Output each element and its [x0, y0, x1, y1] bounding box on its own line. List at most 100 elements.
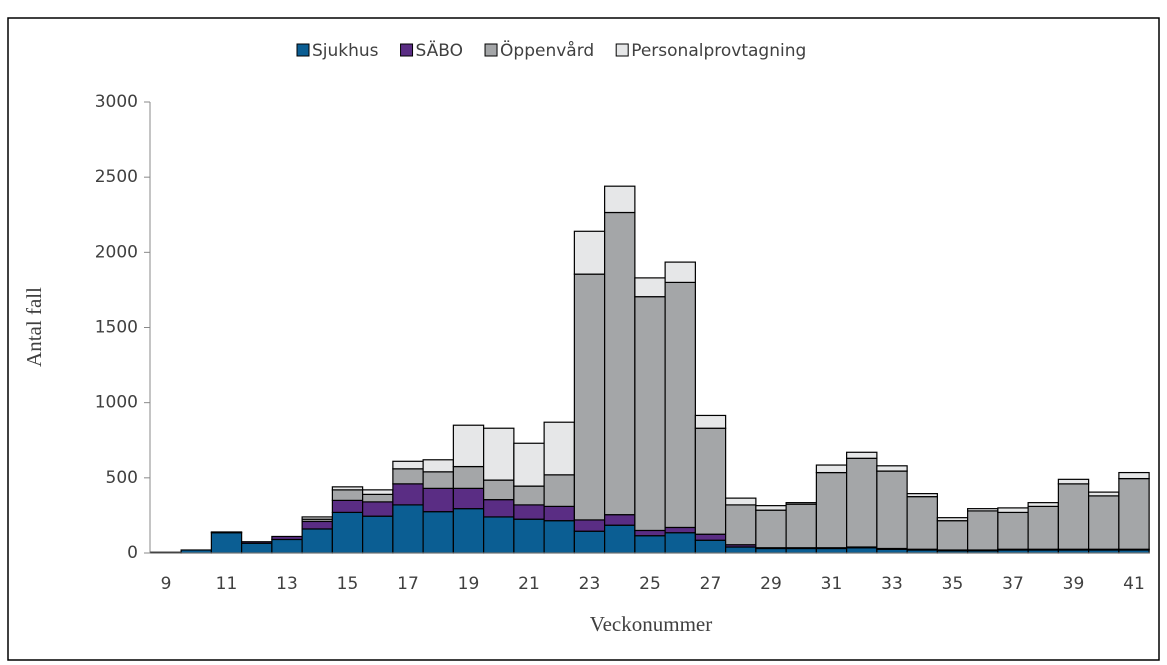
bar-segment: [241, 541, 273, 544]
bar-segment: [483, 499, 515, 518]
bar-segment: [664, 526, 696, 534]
bar-segment: [725, 497, 757, 506]
x-tick-label: 37: [1002, 574, 1024, 594]
legend-swatch: [400, 43, 414, 57]
bar-segment: [815, 464, 848, 474]
bar-segment: [392, 460, 424, 470]
bar-segment: [1057, 478, 1090, 485]
bar-segment: [483, 427, 515, 481]
bar-segment: [876, 470, 908, 550]
y-tick-label: 2000: [95, 242, 138, 262]
legend-label: Personalprovtagning: [631, 41, 806, 61]
bar-segment: [241, 542, 273, 554]
x-tick-label: 15: [337, 574, 359, 594]
bar-segment: [755, 509, 787, 549]
legend-swatch: [615, 43, 629, 57]
bar-segment: [664, 532, 696, 554]
y-tick-label: 0: [127, 543, 138, 563]
bar-segment: [967, 508, 999, 512]
legend-swatch: [484, 43, 498, 57]
bar-segment: [725, 504, 757, 546]
bar-segment: [452, 424, 485, 468]
bar-segment: [392, 504, 424, 554]
bar-segment: [846, 547, 878, 554]
bar-segment: [604, 524, 636, 554]
bar-segment: [634, 529, 666, 537]
bar-segment: [664, 261, 696, 284]
bar-segment: [513, 485, 545, 506]
x-tick-label: 29: [760, 574, 782, 594]
bar-segment: [785, 502, 817, 505]
legend-label: Öppenvård: [500, 39, 594, 61]
bar-segment: [1057, 483, 1090, 550]
bar-segment: [301, 528, 333, 554]
bar-segment: [301, 516, 333, 520]
bar-segment: [543, 474, 575, 507]
bar-segment: [210, 531, 243, 534]
bar-segment: [422, 459, 454, 473]
legend-label: SÄBO: [416, 40, 463, 61]
x-tick-label: 11: [216, 574, 238, 594]
bar-segment: [543, 505, 575, 522]
bar-segment: [543, 520, 575, 554]
x-tick-label: 27: [700, 574, 722, 594]
bar-segment: [1118, 471, 1150, 480]
bar-segment: [362, 489, 394, 495]
bar-segment: [271, 535, 303, 541]
x-tick-label: 39: [1063, 574, 1085, 594]
bar-segment: [573, 230, 606, 275]
x-tick-label: 13: [276, 574, 298, 594]
x-tick-label: 25: [639, 574, 661, 594]
x-tick-label: 19: [458, 574, 480, 594]
bar-segment: [331, 499, 364, 514]
bar-segment: [452, 487, 485, 510]
y-axis-label: Antal fall: [22, 287, 46, 367]
x-tick-label: 17: [397, 574, 419, 594]
bar-segment: [210, 532, 243, 554]
x-tick-label: 21: [518, 574, 540, 594]
bar-segment: [452, 508, 485, 554]
bar-segment: [694, 539, 727, 554]
y-tick-label: 2500: [95, 167, 138, 187]
x-tick-label: 41: [1123, 574, 1145, 594]
bar-segment: [331, 489, 364, 501]
bar-segment: [422, 471, 454, 489]
bar-segment: [1027, 502, 1059, 507]
bar-segment: [906, 496, 938, 550]
legend-label: Sjukhus: [312, 41, 379, 61]
y-tick-label: 1000: [95, 393, 138, 413]
y-tick-label: 1500: [95, 318, 138, 338]
bar-segment: [362, 515, 394, 554]
bar-segment: [604, 211, 636, 516]
bar-segment: [997, 507, 1029, 514]
y-tick-label: 3000: [95, 92, 138, 112]
bar-segment: [634, 535, 666, 554]
bar-segment: [906, 493, 938, 498]
bar-segment: [422, 511, 454, 554]
bar-segment: [936, 517, 969, 522]
bar-segment: [543, 421, 575, 476]
bar-segment: [634, 277, 666, 298]
x-axis-label: Veckonummer: [590, 612, 712, 636]
bar-segment: [846, 451, 878, 459]
bar-segment: [513, 504, 545, 520]
bar-segment: [452, 465, 485, 489]
bar-segment: [846, 457, 878, 548]
bar-segment: [815, 471, 848, 549]
bar-segment: [483, 479, 515, 501]
bar-segment: [513, 518, 545, 554]
bar-segment: [694, 414, 727, 429]
bar-segment: [694, 427, 727, 535]
bar-segment: [815, 547, 848, 554]
y-tick-label: 500: [106, 468, 138, 488]
bar-segment: [573, 530, 606, 554]
bar-segment: [604, 185, 636, 214]
x-tick-label: 35: [942, 574, 964, 594]
bar-segment: [785, 547, 817, 554]
bar-segment: [997, 511, 1029, 550]
chart-frame: [7, 17, 1160, 661]
bar-segment: [362, 501, 394, 517]
bar-segment: [694, 533, 727, 541]
bar-segment: [1118, 477, 1150, 550]
